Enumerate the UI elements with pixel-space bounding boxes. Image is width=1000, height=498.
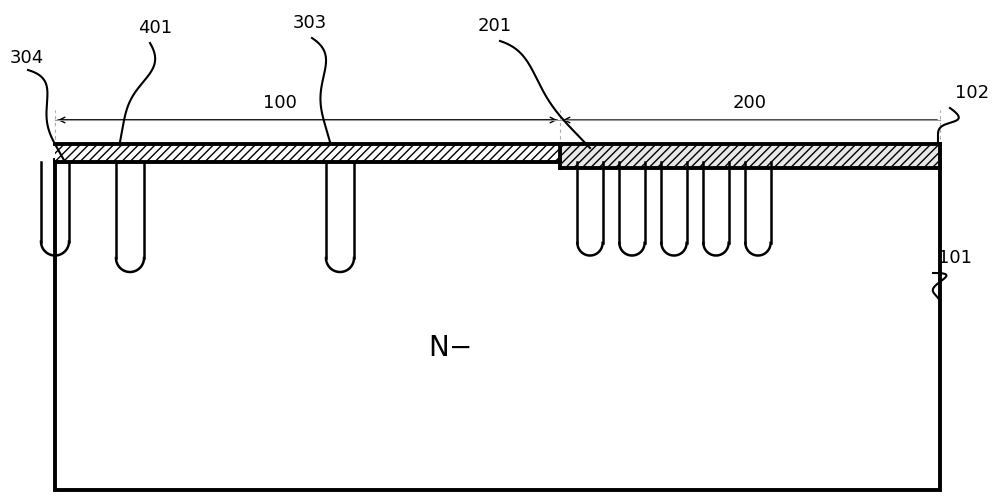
Bar (55, 160, 940, 490)
Text: 100: 100 (263, 94, 297, 112)
Bar (560, 144, 940, 168)
Text: 200: 200 (733, 94, 767, 112)
Bar (55, 144, 560, 162)
Text: 304: 304 (10, 49, 44, 67)
Text: 201: 201 (478, 17, 512, 35)
Text: 101: 101 (938, 249, 972, 267)
Text: N$-$: N$-$ (428, 334, 472, 362)
Text: 401: 401 (138, 19, 172, 37)
Text: 303: 303 (293, 14, 327, 32)
Text: 102: 102 (955, 84, 989, 102)
